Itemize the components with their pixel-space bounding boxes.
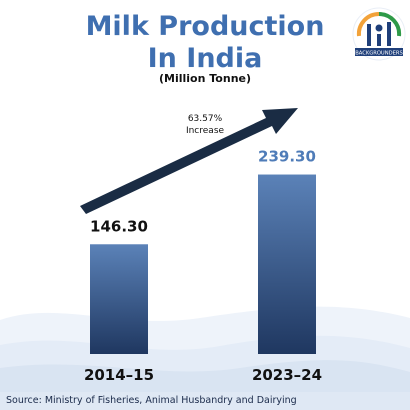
chart-title-line-2: In India xyxy=(147,43,263,74)
x-tick-label-2023-24: 2023–24 xyxy=(252,366,322,384)
data-label-2023-24: 239.30 xyxy=(258,148,316,166)
chart-subtitle: (Million Tonne) xyxy=(158,72,252,85)
data-label-2014-15: 146.30 xyxy=(90,217,148,235)
increase-arrow xyxy=(80,108,298,214)
pib-logo: BACKGROUNDERS xyxy=(351,6,407,62)
bar-2014-15 xyxy=(90,244,148,354)
bar-2023-24 xyxy=(258,174,316,354)
chart-title-line-1: Milk Production xyxy=(85,11,325,42)
annotation-text: Increase xyxy=(186,126,225,136)
logo-text: BACKGROUNDERS xyxy=(355,51,403,57)
source-text: Source: Ministry of Fisheries, Animal Hu… xyxy=(6,395,297,406)
annotation-percent: 63.57% xyxy=(188,114,223,124)
source-bar: Source: Ministry of Fisheries, Animal Hu… xyxy=(0,392,410,410)
x-tick-label-2014-15: 2014–15 xyxy=(84,366,154,384)
